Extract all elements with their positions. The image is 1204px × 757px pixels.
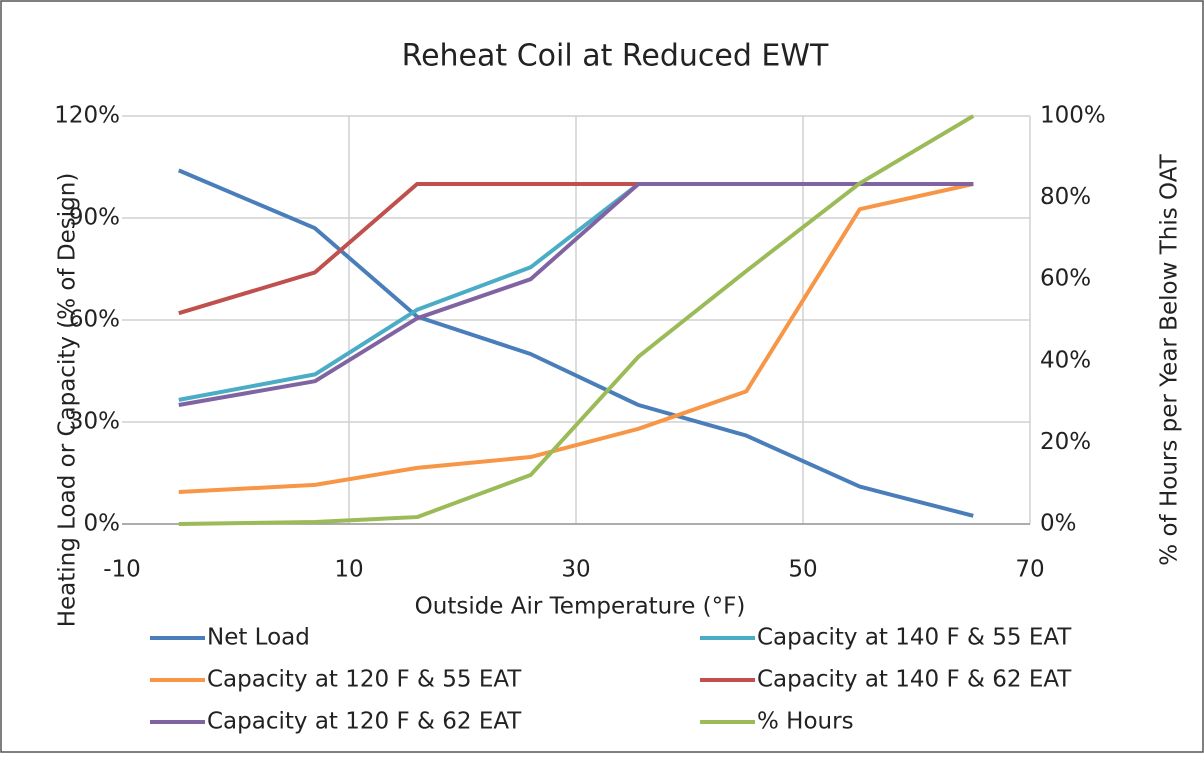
x-tick-label: 10 [334,557,363,583]
x-tick-label: 30 [561,557,590,583]
legend-label: % Hours [757,709,854,735]
line-series [177,168,974,518]
y2-tick-label: 20% [1040,429,1091,455]
y2-tick-label: 60% [1040,266,1091,292]
line-series [178,182,974,407]
y2-tick-label: 40% [1040,347,1091,373]
x-tick-label: 70 [1015,557,1044,583]
legend-label: Capacity at 140 F & 62 EAT [757,667,1072,693]
y2-tick-label: 0% [1040,511,1077,537]
chart-title: Reheat Coil at Reduced EWT [402,39,829,74]
y-tick-label: 60% [69,307,120,333]
x-tick-label: 50 [788,557,817,583]
legend-label: Capacity at 120 F & 55 EAT [207,667,522,693]
y-axis-label: Heating Load or Capacity (% of Design) [55,173,81,628]
legend-label: Net Load [207,625,310,651]
x-tick-label: -10 [103,557,141,583]
y-tick-label: 30% [69,409,120,435]
y2-axis-label: % of Hours per Year Below This OAT [1157,153,1183,565]
y-tick-label: 0% [84,511,121,537]
y-tick-label: 90% [69,205,120,231]
y2-tick-label: 100% [1040,103,1106,129]
y-tick-label: 120% [54,103,120,129]
legend-label: Capacity at 120 F & 62 EAT [207,709,522,735]
line-series [178,114,975,526]
legend-label: Capacity at 140 F & 55 EAT [757,625,1072,651]
line-series [178,182,974,495]
y2-tick-label: 80% [1040,184,1091,210]
x-axis-label: Outside Air Temperature (°F) [415,594,746,620]
